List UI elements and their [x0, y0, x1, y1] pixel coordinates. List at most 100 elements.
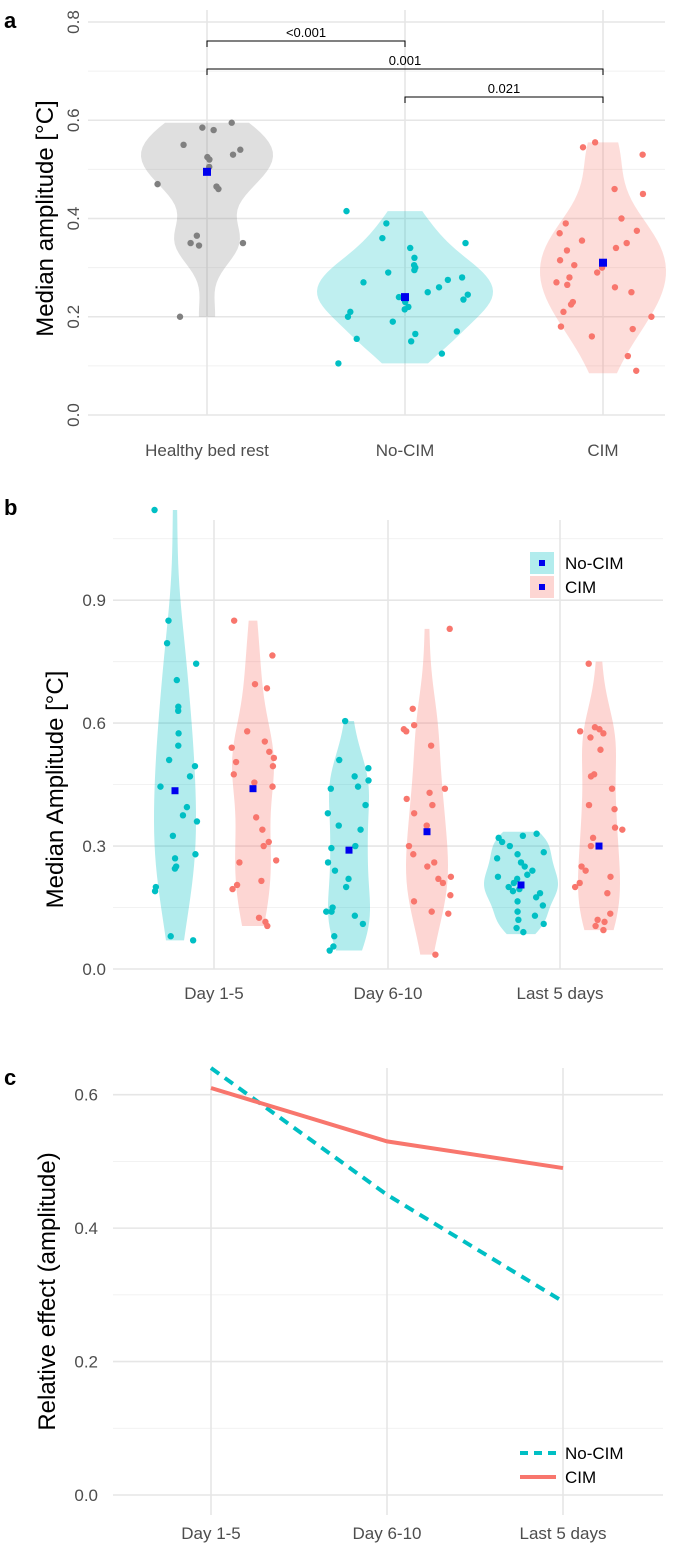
mean-marker: [345, 846, 353, 854]
data-point: [192, 851, 199, 858]
data-point: [183, 803, 191, 811]
legend-mean-marker: [539, 560, 545, 566]
significance-label: 0.001: [389, 53, 422, 68]
data-point: [435, 875, 442, 883]
data-point: [385, 269, 392, 276]
data-point: [556, 257, 564, 264]
data-point: [556, 230, 563, 237]
line-series-no-cim: [209, 1066, 565, 1304]
data-point: [515, 916, 522, 924]
y-tick-label: 0.2: [74, 1353, 98, 1372]
y-axis-title: Median Amplitude [°C]: [42, 671, 69, 909]
data-point: [601, 918, 608, 926]
data-point: [539, 902, 547, 909]
significance-bracket: [404, 96, 604, 103]
y-tick-label: 0.6: [74, 1086, 98, 1105]
data-point: [360, 279, 367, 286]
data-point: [179, 812, 187, 819]
data-point: [328, 908, 335, 915]
y-axis-title: Relative effect (amplitude): [34, 1152, 61, 1430]
data-point: [324, 810, 332, 817]
data-point: [171, 865, 179, 872]
violin-healthy-bed-rest: [141, 122, 273, 317]
violin-no-cim-day-1-5: [154, 510, 196, 941]
data-point: [229, 885, 236, 893]
data-point: [444, 276, 452, 284]
data-point: [587, 773, 595, 780]
data-point: [464, 291, 471, 298]
data-point: [438, 350, 446, 357]
data-point: [331, 933, 338, 940]
mean-marker: [599, 258, 607, 267]
data-point: [365, 777, 372, 784]
data-point: [493, 855, 501, 862]
data-point: [432, 951, 439, 958]
data-point: [357, 826, 364, 833]
data-point: [519, 832, 527, 840]
data-point: [412, 330, 419, 338]
data-point: [582, 867, 589, 874]
data-point: [403, 728, 410, 735]
data-point: [447, 873, 455, 880]
legend-label-no-cim: No-CIM: [565, 1444, 624, 1463]
data-point: [210, 126, 217, 134]
data-point: [237, 146, 244, 153]
significance-label: 0.021: [488, 81, 521, 96]
data-point: [255, 914, 263, 921]
data-point: [389, 318, 396, 325]
data-point: [618, 215, 625, 222]
data-point: [410, 810, 418, 817]
data-point: [180, 141, 187, 149]
data-point: [411, 266, 418, 274]
data-point: [607, 910, 614, 917]
data-point: [175, 730, 182, 737]
data-point: [578, 863, 585, 870]
data-point: [199, 124, 206, 131]
data-point: [453, 328, 461, 335]
data-point: [612, 244, 620, 252]
data-point: [195, 242, 203, 249]
panel-a-violin-chart: 0.0 0.2 0.4 0.6 0.8 Median amplitude [°C] Heal…: [32, 10, 666, 460]
data-point: [345, 875, 352, 883]
data-point: [513, 924, 520, 932]
data-point: [403, 795, 410, 803]
data-point: [517, 859, 525, 866]
x-tick-label: Healthy bed rest: [145, 441, 269, 460]
data-point: [514, 898, 521, 905]
data-point: [629, 325, 636, 333]
data-point: [611, 185, 618, 193]
y-tick-label: 0.6: [82, 714, 106, 733]
data-point: [151, 506, 158, 514]
data-point: [269, 762, 277, 770]
data-point: [169, 832, 177, 840]
data-point: [351, 773, 358, 780]
legend-label-cim: CIM: [565, 578, 596, 597]
data-point: [331, 867, 339, 874]
data-point: [460, 296, 467, 303]
data-point: [192, 660, 200, 667]
significance-bracket: [206, 68, 604, 75]
data-point: [611, 805, 618, 813]
data-point: [229, 151, 237, 158]
data-point: [592, 922, 599, 930]
data-point: [563, 247, 571, 254]
data-point: [594, 916, 601, 924]
data-point: [587, 734, 594, 741]
data-point: [263, 685, 271, 692]
data-point: [585, 801, 593, 809]
data-point: [186, 773, 194, 780]
data-point: [435, 284, 443, 291]
data-point: [533, 830, 540, 837]
data-point: [264, 922, 271, 930]
data-point: [206, 156, 213, 163]
y-axis-title: Median amplitude [°C]: [32, 100, 59, 336]
data-point: [228, 744, 235, 751]
data-point: [228, 119, 235, 126]
data-point: [175, 742, 182, 749]
data-point: [521, 863, 528, 870]
data-point: [639, 190, 647, 198]
data-point: [648, 313, 655, 320]
data-point: [167, 933, 174, 940]
data-point: [174, 707, 182, 715]
data-point: [258, 877, 265, 885]
